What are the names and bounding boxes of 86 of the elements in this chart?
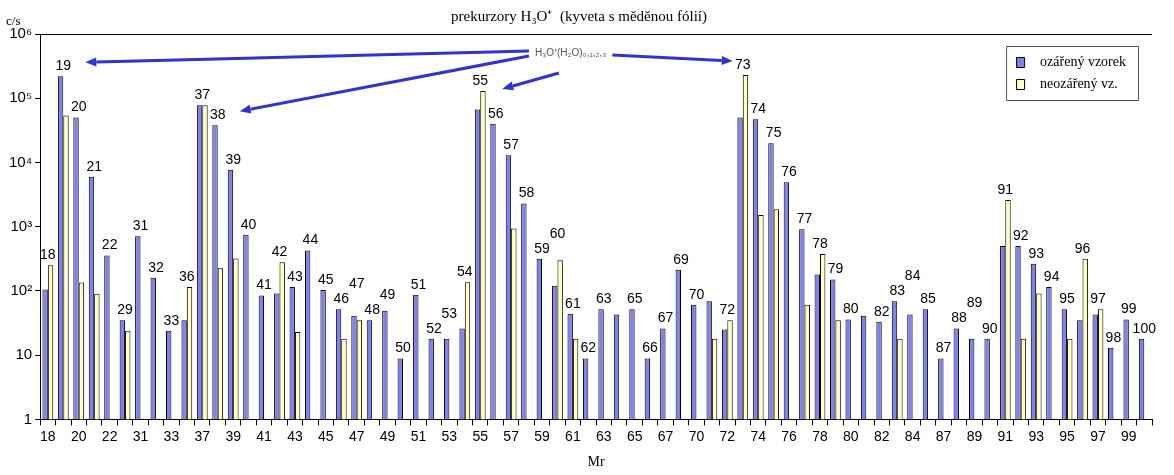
x-tick-label: 29: [117, 301, 134, 318]
x-tick-label: 66: [642, 339, 659, 356]
x-tick-label: 97: [1090, 427, 1106, 444]
x-tick-label: 92: [1012, 226, 1029, 243]
x-tick-label: 88: [951, 309, 967, 326]
x-tick-label: 31: [132, 427, 149, 444]
y-tick-label: 10⁵: [9, 88, 33, 106]
category-label: 39: [225, 150, 241, 167]
x-tick-label: 91: [997, 427, 1014, 444]
x-tick-label: 75: [765, 123, 782, 140]
x-tick-label: 33: [163, 427, 180, 444]
x-tick-label: 63: [596, 427, 612, 444]
x-tick-label: 20: [70, 427, 87, 444]
x-tick-label: 48: [364, 301, 381, 318]
x-tick-label: 69: [673, 250, 689, 267]
x-tick-label: 43: [287, 427, 303, 444]
x-tick-label: 84: [904, 427, 921, 444]
y-tick-label: 1: [23, 409, 33, 427]
category-label: 55: [472, 71, 489, 88]
x-tick-label: 39: [225, 427, 242, 444]
x-tick-label: 46: [333, 290, 350, 307]
x-tick-label: 32: [148, 258, 164, 275]
x-tick-label: 57: [503, 427, 520, 444]
x-tick-label: 89: [966, 427, 983, 444]
x-tick-label: 22: [101, 427, 118, 444]
x-tick-label: 52: [426, 319, 442, 336]
x-tick-label: 73: [734, 55, 751, 72]
x-tick-label: 82: [873, 427, 890, 444]
x-tick-label: 19: [55, 57, 72, 74]
annotation: H₃O⁺(H₂O)₀,₁,₂,₃: [534, 46, 607, 58]
x-tick-label: 87: [935, 427, 952, 444]
x-tick-label: 50: [395, 339, 412, 356]
x-tick-label: 62: [580, 339, 597, 356]
x-tick-label: 85: [920, 290, 937, 307]
category-label: 91: [997, 180, 1014, 197]
x-tick-label: 90: [982, 319, 998, 336]
x-tick-label: 83: [889, 282, 906, 299]
x-tick-label: 51: [410, 427, 427, 444]
y-tick-label: 10³: [10, 216, 33, 234]
x-tick-label: 79: [827, 260, 844, 277]
x-axis-title: Mr: [587, 454, 605, 470]
x-tick-label: 99: [1121, 427, 1137, 444]
x-tick-label: 93: [1028, 427, 1045, 444]
x-tick-label: 100: [1132, 319, 1157, 336]
x-tick-label: 42: [271, 243, 288, 260]
x-tick-label: 74: [750, 427, 767, 444]
y-tick-label: 10²: [10, 281, 33, 299]
x-tick-label: 76: [781, 427, 798, 444]
x-tick-label: 67: [657, 427, 674, 444]
y-tick-label: 10⁴: [8, 152, 33, 170]
x-tick-label: 54: [457, 263, 473, 280]
x-tick-label: 59: [534, 427, 551, 444]
x-tick-label: 78: [812, 427, 828, 444]
x-tick-label: 18: [40, 427, 56, 444]
x-tick-label: 36: [179, 267, 195, 284]
legend-label: ozářený vzorek: [1040, 53, 1127, 69]
x-tick-label: 21: [86, 157, 103, 174]
x-tick-label: 60: [549, 224, 566, 241]
x-tick-label: 95: [1059, 427, 1076, 444]
x-tick-label: 38: [209, 106, 226, 123]
category-label: 57: [503, 136, 519, 153]
category-label: 37: [194, 86, 211, 103]
x-tick-label: 44: [302, 231, 319, 248]
x-tick-label: 56: [487, 104, 504, 121]
x-tick-label: 53: [441, 427, 458, 444]
x-tick-label: 49: [379, 427, 396, 444]
x-tick-label: 80: [843, 427, 859, 444]
x-tick-label: 61: [565, 427, 581, 444]
legend-label: neozářený vz.: [1040, 75, 1118, 91]
x-tick-label: 55: [472, 427, 489, 444]
x-tick-label: 98: [1105, 328, 1122, 345]
x-tick-label: 65: [626, 427, 643, 444]
category-label: 76: [781, 163, 797, 180]
x-tick-label: 45: [318, 427, 334, 444]
x-tick-label: 37: [194, 427, 211, 444]
x-tick-label: 58: [518, 184, 535, 201]
y-tick-label: 10: [15, 345, 33, 363]
x-tick-label: 77: [796, 210, 813, 227]
x-tick-label: 72: [719, 427, 736, 444]
x-tick-label: 41: [256, 427, 273, 444]
x-tick-label: 94: [1043, 267, 1060, 284]
x-tick-label: 40: [240, 215, 257, 232]
x-tick-label: 47: [348, 427, 365, 444]
x-tick-label: 70: [688, 427, 705, 444]
x-tick-label: 96: [1074, 239, 1091, 256]
chart-title: prekurzory H₃O⁺ (kyveta s měděnou fólií): [451, 7, 707, 25]
